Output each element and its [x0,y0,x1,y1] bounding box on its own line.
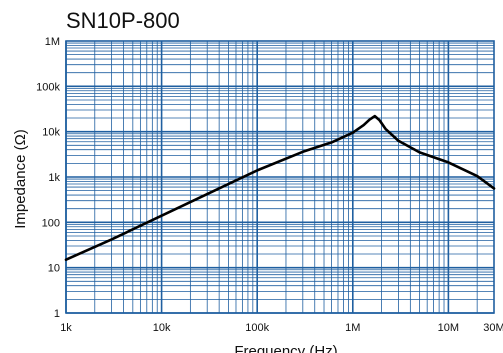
x-tick-label: 30M [483,322,503,334]
chart-title: SN10P-800 [66,8,180,33]
y-tick-label: 10 [48,263,60,275]
x-tick-label: 1M [345,322,360,334]
x-tick-labels: 1k 10k 100k 1M 10M 30M [60,322,503,334]
y-tick-label: 100 [42,217,60,229]
x-tick-label: 100k [245,322,269,334]
y-tick-labels: 1 10 100 1k 10k 100k 1M [36,36,60,320]
y-tick-label: 10k [42,127,60,139]
x-tick-label: 10M [438,322,459,334]
y-tick-label: 100k [36,81,60,93]
y-tick-label: 1 [54,308,60,320]
x-axis-label: Frequency (Hz) [234,343,337,353]
impedance-curve [64,114,496,261]
x-tick-label: 10k [153,322,171,334]
x-tick-label: 1k [60,322,72,334]
plot-frame [65,40,495,314]
grid [65,41,495,314]
y-tick-label: 1M [45,36,60,48]
y-axis-label: Impedance (Ω) [12,129,29,229]
y-tick-label: 1k [48,172,60,184]
